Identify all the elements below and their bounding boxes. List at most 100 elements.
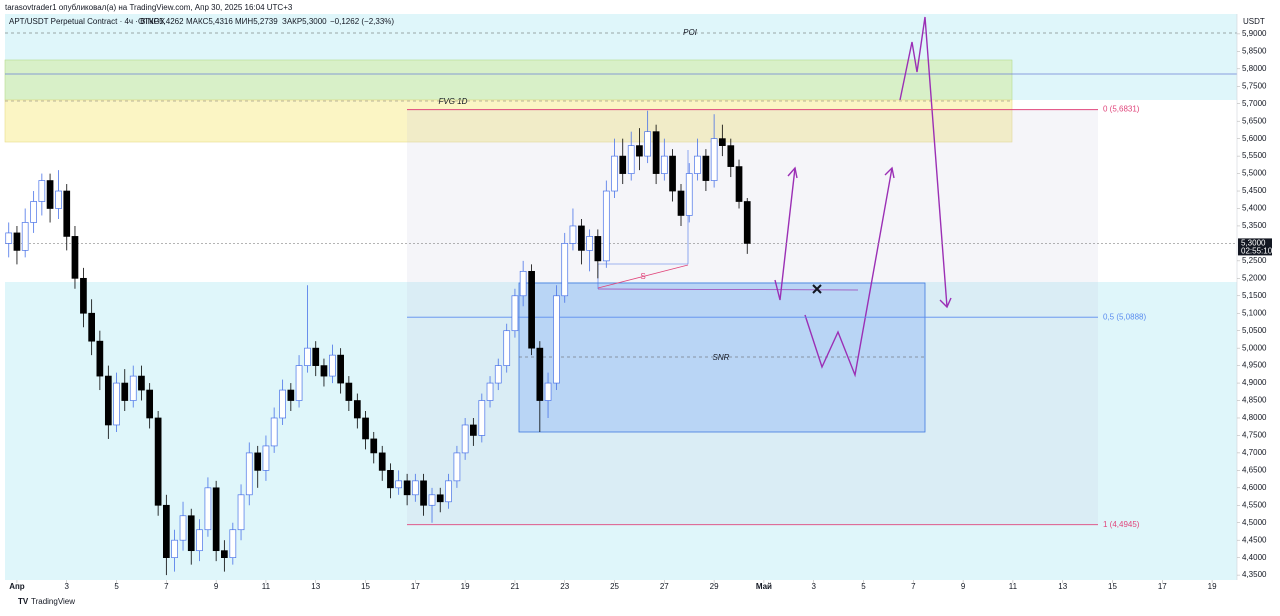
x-tick-label: 9 xyxy=(961,582,966,591)
x-tick-label: 7 xyxy=(911,582,916,591)
snr-label: SNR xyxy=(713,353,730,362)
arrow-head xyxy=(939,297,952,309)
candle-body xyxy=(469,424,477,436)
candle-body xyxy=(295,365,303,401)
ohlc-high: МАКС5,4316 xyxy=(186,17,233,26)
x-tick-label: 7 xyxy=(164,582,169,591)
candle-body xyxy=(304,347,311,366)
y-tick-label: 4,8000 xyxy=(1242,413,1267,422)
candle-body xyxy=(611,155,618,192)
candle-body xyxy=(55,190,62,209)
axis-unit: USDT xyxy=(1243,17,1265,26)
y-tick-label: 4,5000 xyxy=(1242,518,1267,527)
current-price-box xyxy=(1238,238,1272,256)
candle-body xyxy=(478,400,486,436)
s-pink xyxy=(597,264,689,289)
x-tick-label: 9 xyxy=(214,582,219,591)
y-tick-label: 4,9500 xyxy=(1242,361,1267,370)
candle-body xyxy=(13,232,21,251)
candle-body xyxy=(636,145,643,157)
x-tick-label: 21 xyxy=(510,582,519,591)
x-tick-label: 5 xyxy=(861,582,866,591)
y-tick-label: 4,4000 xyxy=(1242,553,1267,562)
x-tick-label: 5 xyxy=(114,582,119,591)
candle-body xyxy=(162,504,170,559)
ohlc-open: ОТКР5,4262 xyxy=(138,17,184,26)
y-tick-label: 4,3500 xyxy=(1242,570,1267,579)
y-tick-label: 5,8000 xyxy=(1242,64,1267,73)
candle-body xyxy=(80,277,87,314)
candle-body xyxy=(718,138,726,146)
candle-body xyxy=(461,424,469,454)
y-tick-label: 5,6500 xyxy=(1242,116,1267,125)
candle-body xyxy=(229,529,237,559)
candle-body xyxy=(88,312,95,342)
y-tick-label: 5,1500 xyxy=(1242,291,1267,300)
candle-body xyxy=(5,232,13,244)
candle-body xyxy=(453,452,461,482)
x-tick-label: Апр xyxy=(9,582,25,591)
candle-body xyxy=(436,494,444,503)
candle-body xyxy=(329,354,336,377)
candle-body xyxy=(113,382,120,426)
candle-body xyxy=(511,295,519,332)
candle-body xyxy=(221,550,228,559)
candle-body xyxy=(411,480,419,496)
candle-body xyxy=(245,452,253,496)
x-tick-label: 13 xyxy=(311,582,320,591)
candle-body xyxy=(337,354,344,384)
x-tick-label: 11 xyxy=(1009,582,1018,591)
candle-body xyxy=(362,417,369,440)
candle-body xyxy=(187,515,195,552)
candle-body xyxy=(619,155,627,174)
candle-body xyxy=(685,173,693,216)
x-tick-label: 19 xyxy=(1208,582,1217,591)
symbol-title: APT/USDT Perpetual Contract · 4ч · BINGX xyxy=(9,17,166,26)
y-tick-label: 5,6000 xyxy=(1242,134,1267,143)
x-tick-label: 15 xyxy=(361,582,370,591)
y-tick-label: 5,9000 xyxy=(1242,29,1267,38)
candle-body xyxy=(561,243,569,297)
y-tick-label: 5,5500 xyxy=(1242,151,1267,160)
candle-body xyxy=(644,131,651,157)
s-line xyxy=(597,288,859,291)
ohlc-close: ЗАКР5,3000 xyxy=(282,17,327,26)
fib-label: 0,5 (5,0888) xyxy=(1103,312,1146,321)
y-tick-label: 4,7000 xyxy=(1242,448,1267,457)
y-tick-label: 5,7500 xyxy=(1242,81,1267,90)
candle-body xyxy=(578,225,585,251)
candle-body xyxy=(602,190,610,262)
candle-body xyxy=(71,236,79,279)
arrow-head xyxy=(884,166,895,179)
y-tick-label: 5,5000 xyxy=(1242,169,1267,178)
candle-body xyxy=(212,487,220,552)
current-price-label: 5,3000 xyxy=(1241,239,1266,248)
candle-body xyxy=(129,375,137,401)
candle-body xyxy=(262,445,270,471)
candle-body xyxy=(154,417,162,506)
candle-body xyxy=(727,145,735,167)
x-tick-label: 11 xyxy=(262,582,271,591)
candle-body xyxy=(586,236,593,251)
y-tick-label: 5,4500 xyxy=(1242,186,1267,195)
candle-body xyxy=(254,452,262,471)
x-tick-label: 15 xyxy=(1108,582,1117,591)
candle-body xyxy=(146,389,154,419)
candle-body xyxy=(104,375,112,426)
candle-body xyxy=(536,347,544,401)
candle-body xyxy=(121,382,129,401)
candle-body xyxy=(287,389,295,401)
candle-body xyxy=(312,347,320,366)
forecast-arrows xyxy=(774,16,952,378)
candle-body xyxy=(237,494,245,531)
y-tick-label: 5,1000 xyxy=(1242,308,1267,317)
fvg-label: FVG 1D xyxy=(439,97,468,106)
x-tick-label: 3 xyxy=(65,582,70,591)
candle-body xyxy=(196,529,203,552)
y-tick-label: 4,8500 xyxy=(1242,396,1267,405)
candle-body xyxy=(30,201,37,223)
candle-body xyxy=(320,365,328,377)
x-stroke xyxy=(812,284,822,294)
arrow-path xyxy=(899,16,948,308)
